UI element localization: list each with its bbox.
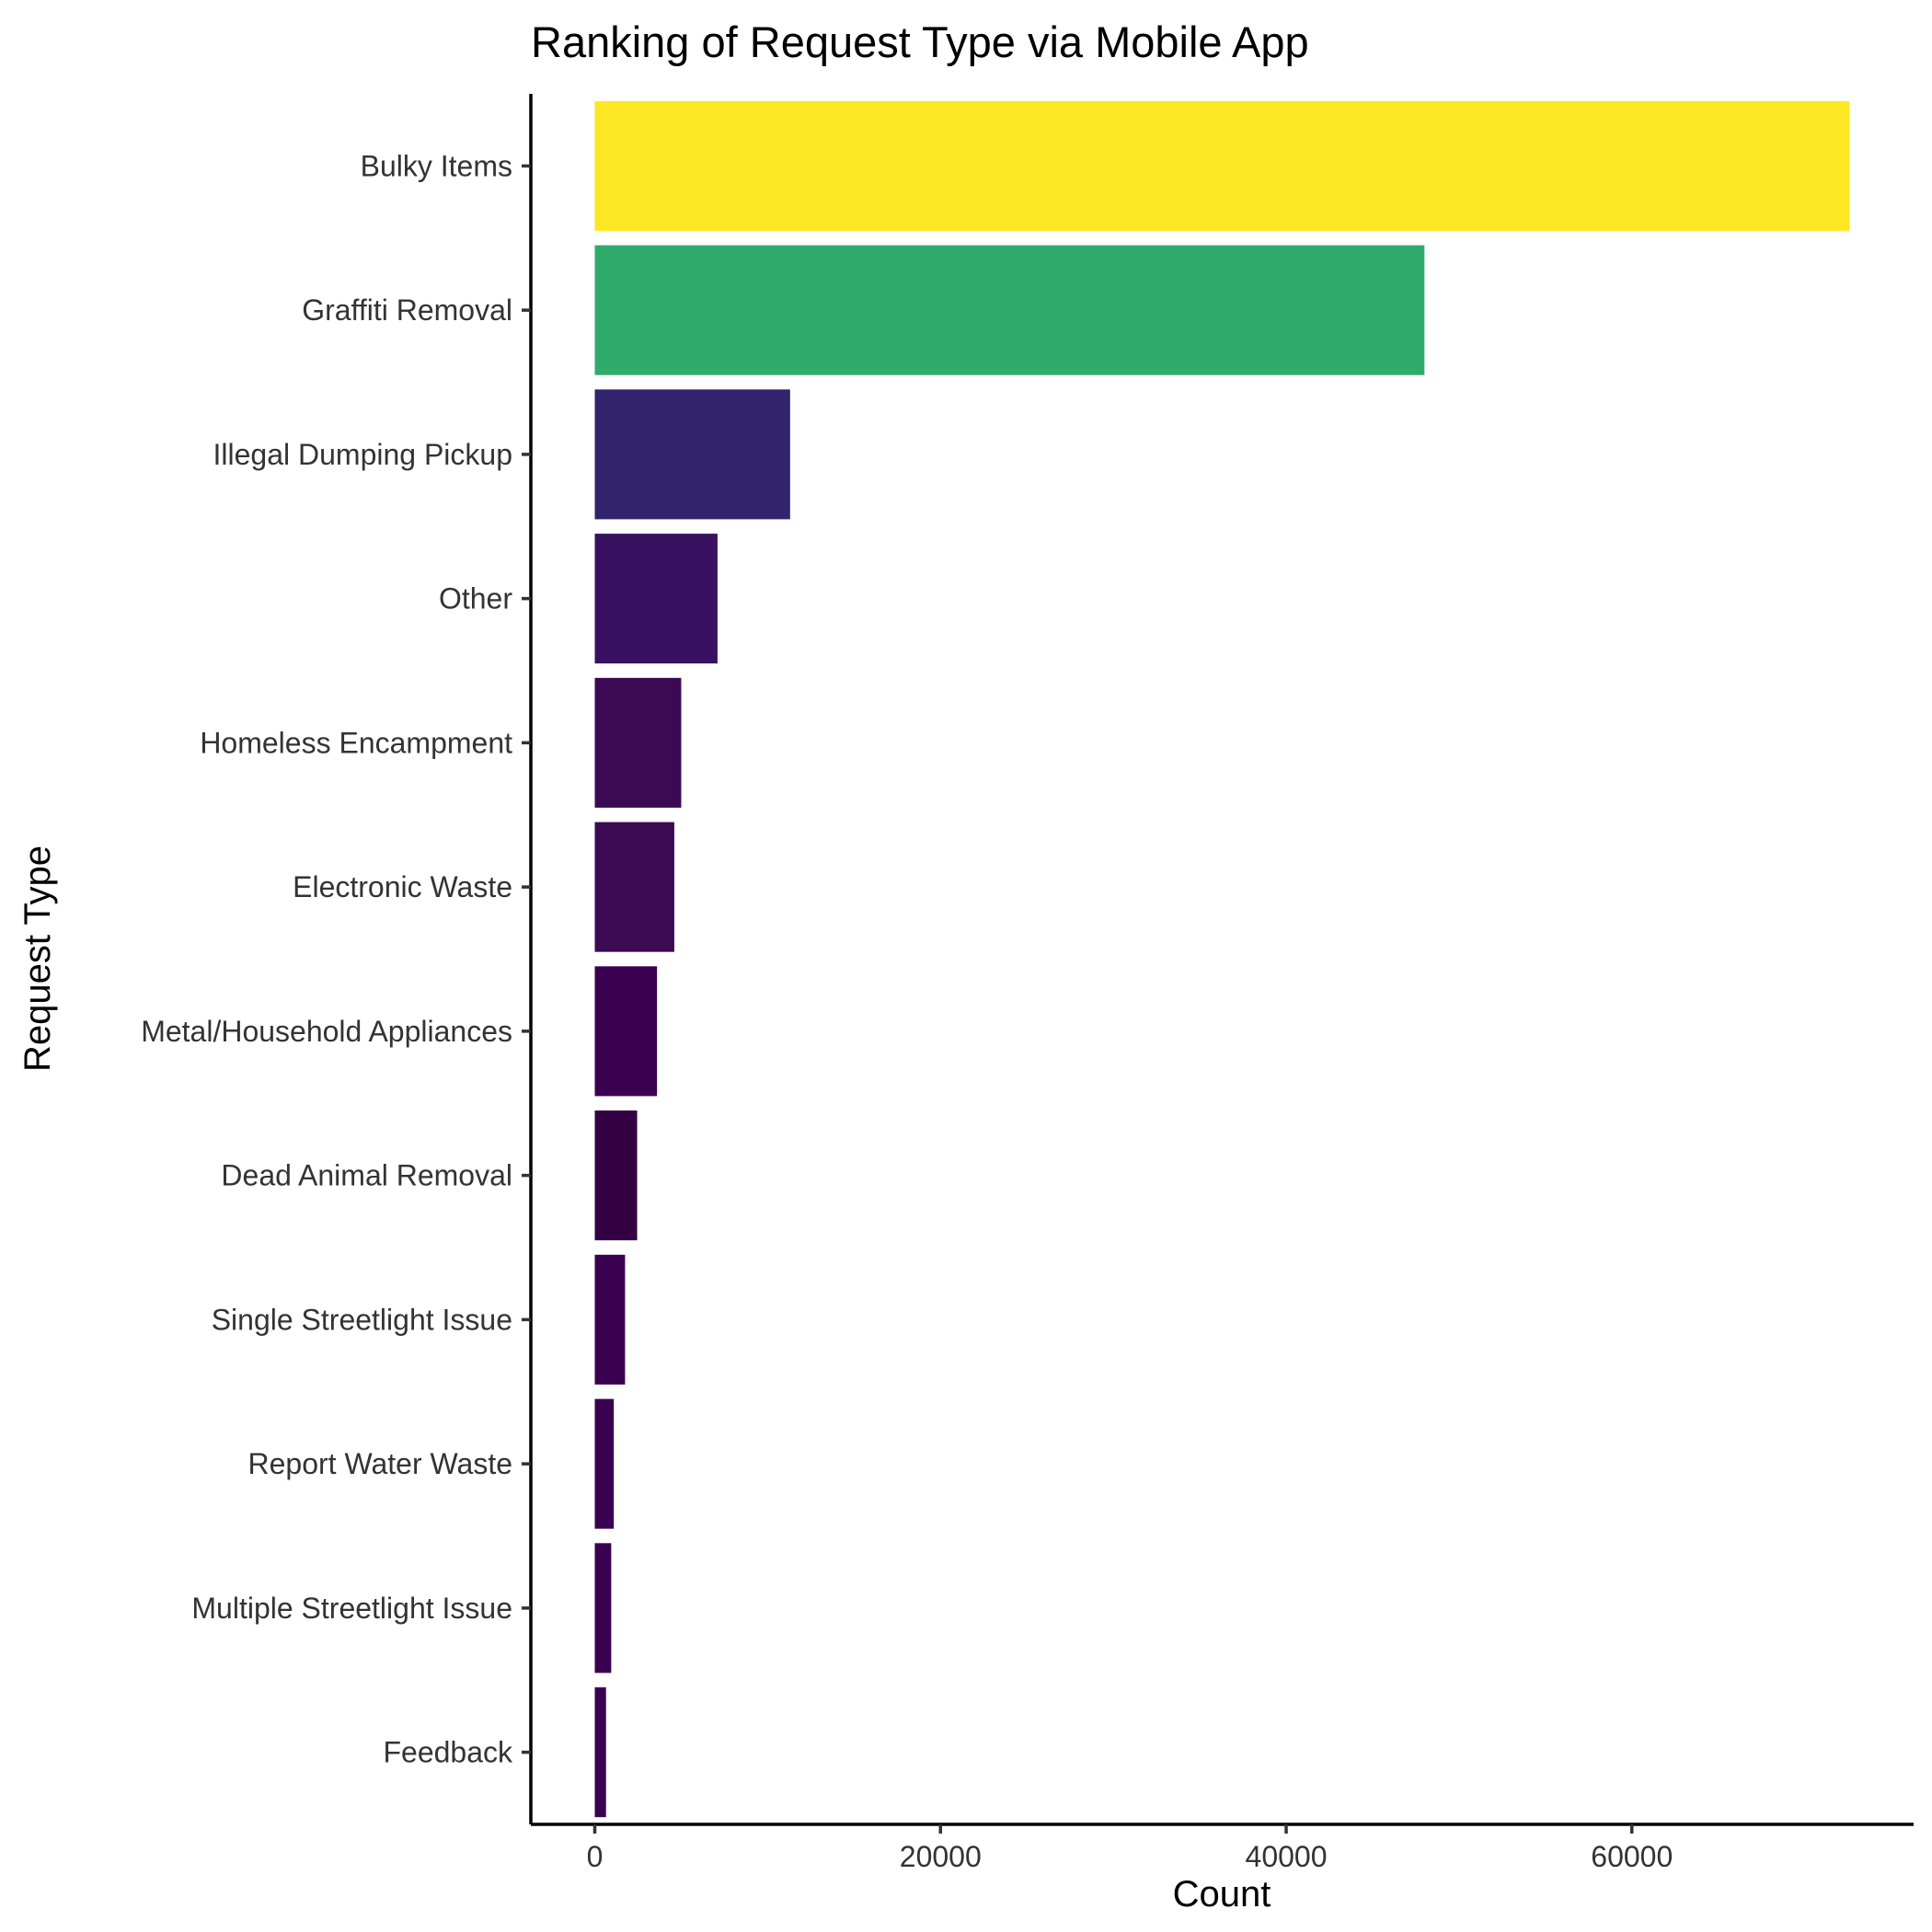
bar-feedback <box>594 1687 606 1818</box>
bar-electronic-waste <box>594 822 674 952</box>
y-axis-title: Request Type <box>17 845 58 1072</box>
x-tick-label: 40000 <box>1246 1840 1328 1873</box>
x-tick-label: 60000 <box>1591 1840 1673 1873</box>
x-axis-title: Count <box>1173 1874 1271 1915</box>
y-tick-label: Single Streetlight Issue <box>212 1303 512 1336</box>
y-tick-label: Bulky Items <box>361 149 512 182</box>
bar-report-water-waste <box>594 1398 615 1529</box>
bar-illegal-dumping-pickup <box>594 389 790 520</box>
chart-title: Ranking of Request Type via Mobile App <box>531 17 1309 66</box>
y-tick-label: Dead Animal Removal <box>221 1159 512 1192</box>
x-tick-label: 0 <box>587 1840 604 1873</box>
x-tick-label: 20000 <box>900 1840 982 1873</box>
y-tick-label: Metal/Household Appliances <box>141 1015 512 1048</box>
y-tick-label: Feedback <box>383 1736 513 1769</box>
bar-graffiti-removal <box>594 245 1425 375</box>
y-tick-label: Electronic Waste <box>293 870 512 903</box>
x-axis-ticks: 0 20000 40000 60000 <box>587 1824 1673 1873</box>
bar-homeless-encampment <box>594 677 682 808</box>
bar-single-streetlight-issue <box>594 1254 626 1385</box>
y-tick-label: Homeless Encampment <box>200 726 512 759</box>
bar-metal-household-appliances <box>594 966 658 1097</box>
bar-dead-animal-removal <box>594 1110 638 1241</box>
bar-other <box>594 534 718 664</box>
y-tick-label: Graffiti Removal <box>302 293 512 327</box>
bar-bulky-items <box>594 100 1850 231</box>
y-tick-label: Other <box>439 582 512 615</box>
bar-multiple-streetlight-issue <box>594 1543 612 1673</box>
y-tick-label: Report Water Waste <box>248 1447 512 1480</box>
y-axis-ticks: Bulky Items Graffiti Removal Illegal Dumpi… <box>141 149 531 1769</box>
y-tick-label: Illegal Dumping Pickup <box>213 438 513 471</box>
y-tick-label: Multiple Streetlight Issue <box>191 1592 512 1625</box>
bars-group <box>594 100 1850 1818</box>
